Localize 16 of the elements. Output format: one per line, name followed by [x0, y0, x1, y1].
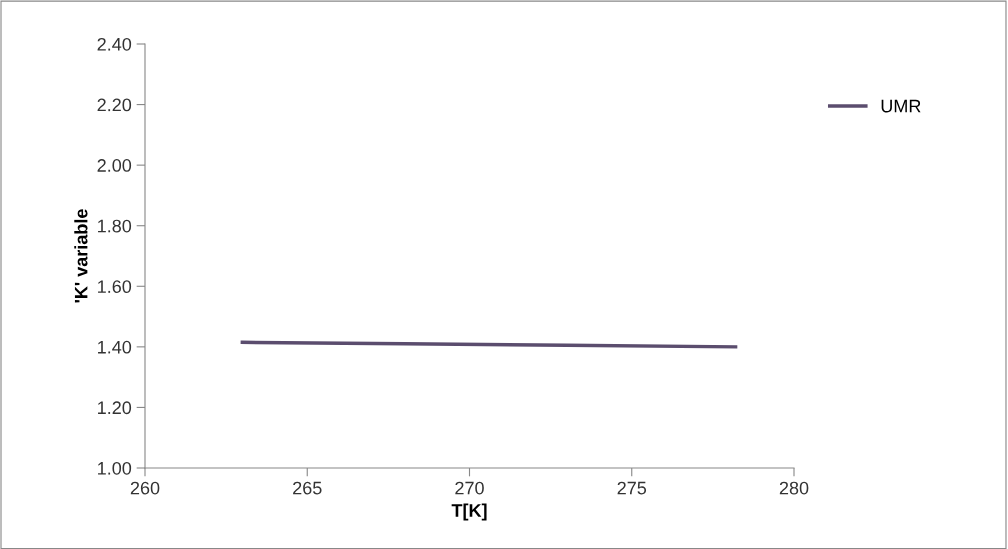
y-axis-title: 'K' variable [74, 209, 88, 303]
y-tick-label: 1.40 [98, 340, 132, 354]
y-tick-label: 2.00 [97, 159, 132, 172]
y-tick-label: 1.00 [98, 461, 132, 475]
legend-label: UMR [881, 99, 921, 113]
x-tick-label: 270 [455, 481, 484, 495]
y-tick-label: 2.40 [97, 37, 132, 51]
x-tick-label: 260 [130, 481, 160, 495]
y-tick-label: 1.20 [98, 401, 132, 415]
y-tick-label: 1.80 [98, 219, 132, 233]
y-tick-label: 1.60 [98, 280, 132, 294]
x-tick-label: 275 [617, 481, 647, 495]
x-tick-label: 280 [779, 481, 809, 495]
x-axis-title: T[K] [451, 503, 487, 521]
y-tick-label: 2.20 [97, 98, 132, 112]
x-tick-label: 265 [293, 481, 322, 495]
